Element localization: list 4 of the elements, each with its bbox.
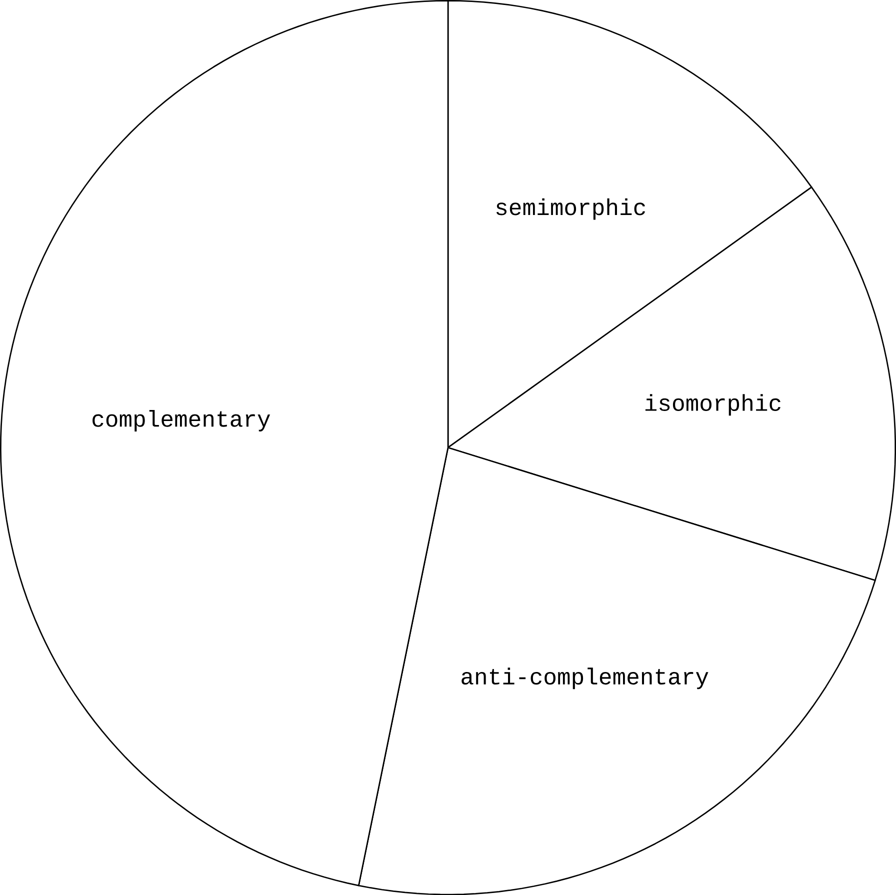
slice-label: semimorphic (496, 198, 645, 220)
slice-label: complementary (92, 410, 270, 432)
slice-label: anti-complementary (462, 668, 708, 690)
slice-label: isomorphic (645, 394, 780, 416)
